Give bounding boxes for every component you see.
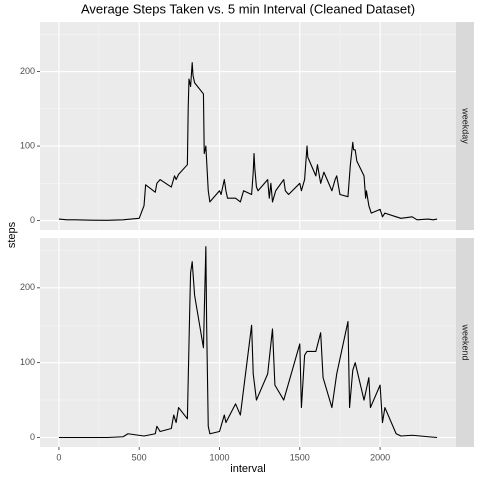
facet-label: weekday: [461, 107, 471, 144]
series-line: [58, 62, 438, 221]
y-tick-label: 0: [30, 215, 35, 225]
x-tick-label: 500: [132, 452, 147, 462]
x-axis-label: interval: [230, 463, 265, 475]
x-tick-label: 1000: [209, 452, 229, 462]
facet-strip: [456, 238, 474, 447]
y-tick-label: 200: [20, 282, 35, 292]
series-line: [58, 246, 438, 439]
facet-label: weekend: [461, 323, 471, 360]
y-tick-label: 100: [20, 140, 35, 150]
x-tick-label: 1500: [290, 452, 310, 462]
facet-strip: [456, 22, 474, 230]
panel-background: [40, 22, 456, 230]
y-tick-label: 200: [20, 66, 35, 76]
y-tick-label: 100: [20, 357, 35, 367]
x-tick-label: 0: [56, 452, 61, 462]
x-tick-label: 2000: [370, 452, 390, 462]
chart-title: Average Steps Taken vs. 5 min Interval (…: [81, 1, 415, 16]
y-axis-label: steps: [6, 221, 18, 248]
y-tick-label: 0: [30, 432, 35, 442]
panel-background: [40, 238, 456, 447]
